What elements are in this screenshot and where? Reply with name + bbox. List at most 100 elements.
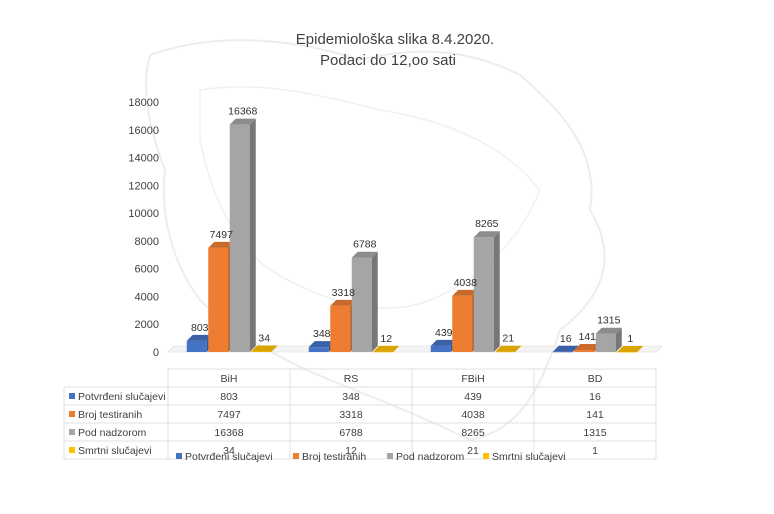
x-tick-label: RS <box>344 373 359 385</box>
table-row-label: Smrtni slučajevi <box>78 445 152 457</box>
data-label: 7497 <box>210 229 234 241</box>
x-tick-label: FBiH <box>461 373 484 385</box>
table-cell: 16 <box>589 391 601 403</box>
data-label: 348 <box>313 328 331 340</box>
legend-item: Potvrđeni slučajevi <box>185 451 273 463</box>
table-cell: 34 <box>223 445 235 457</box>
chart-subtitle: Podaci do 12,oo sati <box>320 52 456 69</box>
table-row-label: Potvrđeni slučajevi <box>78 391 166 403</box>
bar-front <box>229 124 250 353</box>
data-label: 3318 <box>332 287 356 299</box>
table-cell: 4038 <box>461 409 485 421</box>
bar-top <box>373 345 400 352</box>
legend-swatch <box>293 453 299 459</box>
y-tick-label: 16000 <box>128 125 159 137</box>
bar-top <box>186 334 213 341</box>
legend-swatch <box>387 453 393 459</box>
bar-top <box>251 345 278 352</box>
y-tick-label: 12000 <box>128 180 159 192</box>
bar-top <box>574 344 601 351</box>
map-watermark <box>144 39 606 442</box>
bar-top <box>495 345 522 352</box>
bar-top <box>617 345 644 352</box>
data-label: 803 <box>191 322 209 334</box>
bar-front <box>595 333 616 352</box>
bars <box>186 118 644 353</box>
x-tick-label: BiH <box>221 373 238 385</box>
legend-swatch <box>483 453 489 459</box>
bar-front <box>495 351 516 353</box>
bar-front <box>330 305 351 352</box>
legend: Potvrđeni slučajevi Broj testiranih Pod na… <box>176 451 566 463</box>
table-row-label: Pod nadzorom <box>78 427 147 439</box>
bar-side <box>393 345 400 352</box>
bar-RS-2 <box>351 251 378 352</box>
table-cell: 439 <box>464 391 482 403</box>
bar-front <box>452 295 473 352</box>
data-labels: 803 7497 16368 34 348 3318 6788 12 439 4038 8265 21… <box>191 106 633 345</box>
data-label: 16368 <box>228 106 257 118</box>
bar-top <box>552 345 579 352</box>
y-tick-label: 6000 <box>135 264 159 276</box>
table-legend-key <box>69 411 75 417</box>
legend-item: Broj testiranih <box>302 451 366 463</box>
data-label: 141 <box>578 331 596 343</box>
bar-front <box>251 351 272 353</box>
bar-front <box>617 351 638 353</box>
bar-side <box>637 345 644 352</box>
bar-front <box>373 351 394 353</box>
bar-top <box>208 241 235 248</box>
bar-BD-3 <box>617 345 644 353</box>
legend-item: Pod nadzorom <box>396 451 465 463</box>
table-cell: 3318 <box>339 409 363 421</box>
bar-top <box>452 289 479 296</box>
table-cell: 12 <box>345 445 357 457</box>
y-axis: 0 2000 4000 6000 8000 10000 12000 14000 16000 180… <box>128 97 159 359</box>
data-label: 34 <box>258 333 270 345</box>
bar-top <box>351 251 378 258</box>
bar-side <box>271 345 278 352</box>
bar-BD-2 <box>595 327 622 352</box>
bar-side <box>615 327 622 352</box>
table-cell: 6788 <box>339 427 363 439</box>
bar-BiH-2 <box>229 118 256 353</box>
bar-FBiH-2 <box>473 231 500 352</box>
y-tick-label: 8000 <box>135 236 159 248</box>
bar-top <box>595 327 622 334</box>
data-label: 8265 <box>475 218 499 230</box>
chart-title: Epidemiološka slika 8.4.2020. <box>296 31 494 48</box>
bar-front <box>430 345 451 352</box>
table-cell: 348 <box>342 391 360 403</box>
y-tick-label: 18000 <box>128 97 159 109</box>
bar-top <box>430 339 457 346</box>
data-label: 6788 <box>353 239 377 251</box>
y-tick-label: 10000 <box>128 208 159 220</box>
bar-front <box>186 340 207 352</box>
table-legend-key <box>69 447 75 453</box>
data-label: 1 <box>627 333 633 345</box>
bar-top <box>308 341 335 348</box>
table-row-label: Broj testiranih <box>78 409 142 421</box>
bar-RS-3 <box>373 345 400 353</box>
table-cell: 1315 <box>583 427 607 439</box>
data-label: 4038 <box>454 277 478 289</box>
bar-front <box>552 351 573 353</box>
legend-swatch <box>176 453 182 459</box>
legend-item: Smrtni slučajevi <box>492 451 566 463</box>
data-label: 21 <box>502 333 514 345</box>
data-table: BiH RS FBiH BD Potvrđeni slučajevi 803 348 439 1… <box>63 368 657 460</box>
bar-side <box>249 118 256 353</box>
data-label: 1315 <box>597 315 621 327</box>
bar-BiH-3 <box>251 345 278 353</box>
bar-front <box>574 350 595 352</box>
bar-top <box>229 118 256 125</box>
data-label: 439 <box>435 327 453 339</box>
bar-front <box>473 237 494 352</box>
data-label: 16 <box>560 333 572 345</box>
table-cell: 803 <box>220 391 238 403</box>
table-cell: 16368 <box>214 427 243 439</box>
table-legend-key <box>69 393 75 399</box>
data-label: 12 <box>380 333 392 345</box>
y-tick-label: 4000 <box>135 291 159 303</box>
